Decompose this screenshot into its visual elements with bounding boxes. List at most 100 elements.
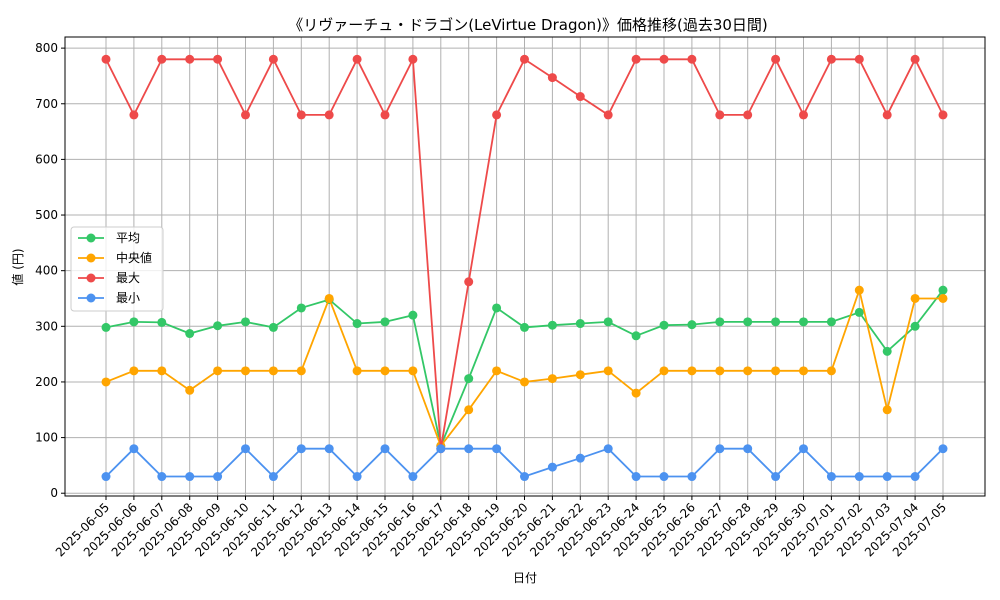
data-point (352, 472, 362, 482)
legend-label: 最小 (116, 291, 140, 305)
series (101, 444, 948, 482)
data-point (157, 54, 167, 64)
data-point (408, 366, 418, 376)
data-point (408, 310, 418, 320)
data-point (826, 317, 836, 327)
data-point (296, 303, 306, 313)
data-point (464, 277, 474, 287)
x-axis-label: 日付 (513, 571, 537, 585)
data-point (743, 110, 753, 120)
data-point (492, 366, 502, 376)
data-point (185, 54, 195, 64)
data-point (547, 320, 557, 330)
data-point (520, 472, 529, 482)
data-point (743, 317, 753, 327)
data-point (213, 472, 223, 482)
data-point (882, 405, 892, 415)
data-point (603, 317, 613, 327)
data-point (268, 322, 278, 332)
data-point (854, 307, 864, 317)
data-point (213, 366, 223, 376)
data-point (464, 444, 474, 454)
x-axis: 2025-06-052025-06-062025-06-072025-06-08… (53, 496, 949, 559)
data-point (352, 366, 362, 376)
data-point (101, 472, 111, 482)
data-point (352, 54, 362, 64)
data-point (799, 366, 808, 376)
data-point (129, 317, 139, 327)
data-point (771, 472, 781, 482)
legend-swatch-marker (86, 293, 96, 303)
data-point (938, 110, 948, 120)
data-point (854, 472, 864, 482)
data-point (799, 317, 808, 327)
data-point (631, 472, 641, 482)
y-tick-label: 500 (35, 208, 58, 222)
data-point (213, 321, 223, 331)
data-point (380, 366, 390, 376)
data-point (520, 322, 529, 332)
data-point (826, 472, 836, 482)
data-point (799, 444, 808, 454)
data-point (185, 329, 195, 339)
data-point (520, 377, 529, 387)
data-point (715, 366, 725, 376)
data-point (213, 54, 223, 64)
data-point (241, 366, 250, 376)
legend-swatch-marker (86, 273, 96, 283)
data-point (938, 293, 948, 303)
data-point (296, 110, 306, 120)
series (101, 285, 948, 451)
data-point (938, 285, 948, 295)
series (101, 285, 948, 451)
data-point (715, 317, 725, 327)
data-point (687, 320, 697, 330)
data-point (296, 444, 306, 454)
data-point (296, 366, 306, 376)
data-point (771, 366, 781, 376)
data-point (659, 54, 669, 64)
data-point (464, 374, 474, 384)
data-point (547, 462, 557, 472)
data-point (687, 472, 697, 482)
data-point (547, 73, 557, 83)
data-point (882, 472, 892, 482)
data-point (603, 366, 613, 376)
data-point (268, 54, 278, 64)
y-tick-label: 700 (35, 97, 58, 111)
data-point (157, 366, 167, 376)
data-point (241, 317, 250, 327)
data-point (631, 54, 641, 64)
data-point (241, 444, 250, 454)
data-point (436, 444, 446, 454)
legend-swatch-marker (86, 233, 96, 243)
data-point (910, 321, 920, 331)
data-point (185, 385, 195, 395)
data-point (631, 388, 641, 398)
chart-title: 《リヴァーチュ・ドラゴン(LeVirtue Dragon)》価格推移(過去30日… (288, 16, 768, 34)
data-point (771, 317, 781, 327)
data-point (101, 54, 111, 64)
data-point (910, 472, 920, 482)
data-point (910, 54, 920, 64)
y-tick-label: 100 (35, 431, 58, 445)
data-point (826, 54, 836, 64)
data-point (938, 444, 948, 454)
legend-label: 中央値 (116, 250, 152, 265)
data-point (882, 346, 892, 356)
data-point (129, 366, 139, 376)
data-point (575, 453, 585, 463)
y-axis-label: 値 (円) (10, 248, 25, 285)
legend-swatch-marker (86, 253, 96, 263)
data-point (659, 472, 669, 482)
data-point (715, 444, 725, 454)
series-group (101, 54, 948, 482)
data-point (575, 370, 585, 380)
data-point (268, 472, 278, 482)
data-point (854, 285, 864, 295)
data-point (854, 54, 864, 64)
data-point (101, 377, 111, 387)
data-point (324, 444, 334, 454)
